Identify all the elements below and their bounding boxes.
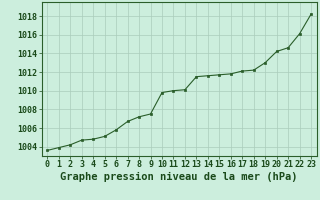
- X-axis label: Graphe pression niveau de la mer (hPa): Graphe pression niveau de la mer (hPa): [60, 172, 298, 182]
